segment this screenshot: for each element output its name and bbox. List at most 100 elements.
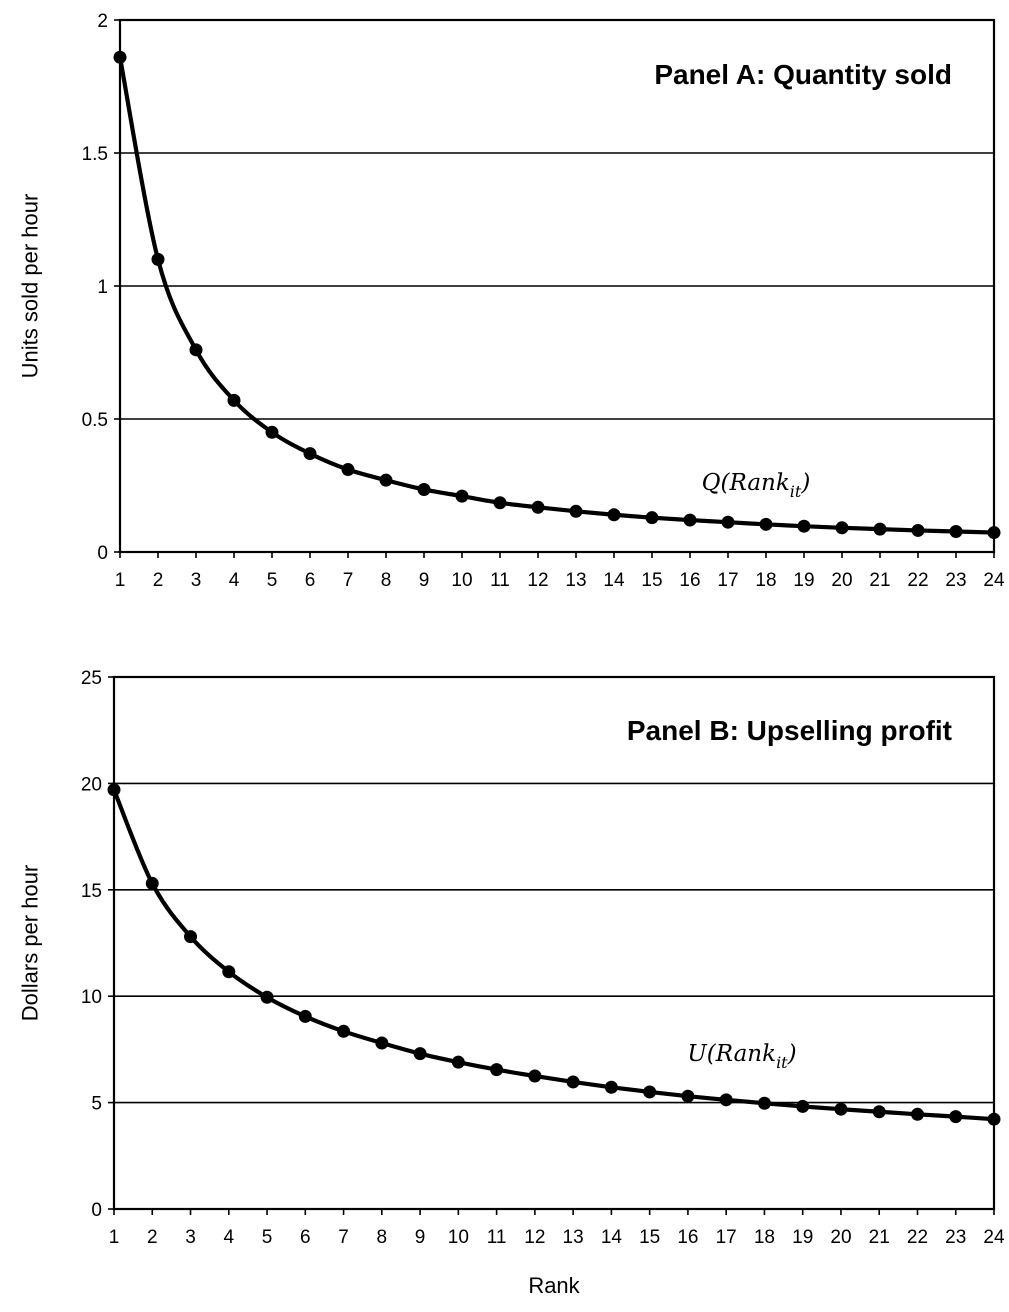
x-tick-label: 16 [677, 1227, 698, 1248]
x-tick-label: 3 [191, 570, 202, 591]
y-tick-label: 5 [91, 1094, 102, 1115]
y-axis-ticks: 0 0.5 1 1.5 2 [82, 11, 120, 564]
x-tick-label: 14 [603, 570, 625, 591]
x-tick-label: 8 [381, 570, 392, 591]
x-tick-label: 20 [830, 1227, 851, 1248]
data-point [645, 511, 659, 525]
x-tick-label: 5 [267, 570, 278, 591]
series-markers [113, 50, 1001, 540]
x-tick-label: 13 [563, 1227, 584, 1248]
data-point [759, 517, 773, 531]
y-axis-label: Units sold per hour [18, 194, 43, 379]
x-tick-label: 12 [527, 570, 548, 591]
y-tick-label: 1.5 [82, 144, 108, 165]
data-point [417, 482, 431, 496]
data-point [493, 496, 507, 510]
data-point [451, 1055, 465, 1069]
x-tick-label: 22 [907, 570, 928, 591]
x-tick-label: 17 [716, 1227, 737, 1248]
data-point [455, 489, 469, 503]
x-tick-label: 18 [755, 570, 776, 591]
x-tick-label: 23 [945, 570, 966, 591]
y-tick-label: 25 [81, 668, 102, 689]
y-tick-label: 2 [97, 11, 108, 32]
x-tick-label: 1 [109, 1227, 120, 1248]
data-point [949, 1110, 963, 1124]
data-point [607, 508, 621, 522]
x-tick-label: 4 [223, 1227, 234, 1248]
data-point [107, 783, 121, 797]
x-tick-label: 3 [185, 1227, 196, 1248]
x-tick-label: 6 [305, 570, 316, 591]
data-point [375, 1036, 389, 1050]
data-point [298, 1009, 312, 1023]
x-tick-label: 6 [300, 1227, 311, 1248]
x-tick-label: 16 [679, 570, 700, 591]
x-tick-label: 20 [831, 570, 852, 591]
y-tick-label: 0 [91, 1200, 102, 1221]
y-axis-ticks: 0 5 10 15 20 25 [81, 668, 114, 1221]
y-tick-label: 1 [97, 277, 108, 298]
x-tick-label: 19 [792, 1227, 813, 1248]
data-point [566, 1075, 580, 1089]
x-tick-label: 24 [983, 570, 1005, 591]
data-point [796, 1099, 810, 1113]
x-tick-label: 7 [343, 570, 354, 591]
x-tick-label: 22 [907, 1227, 928, 1248]
data-point [337, 1024, 351, 1038]
x-tick-label: 19 [793, 570, 814, 591]
x-tick-label: 1 [115, 570, 126, 591]
x-axis-ticks: 1 2 3 4 5 6 7 8 9 10 11 12 13 14 15 16 17 18 19 20 21 22 23 24 [109, 1209, 1005, 1248]
x-tick-label: 23 [945, 1227, 966, 1248]
x-axis-ticks: 1 2 3 4 5 6 7 8 9 10 11 12 13 14 15 16 17 18 19 20 21 22 23 24 [115, 552, 1005, 591]
y-axis-label: Dollars per hour [18, 865, 43, 1022]
x-tick-label: 7 [338, 1227, 349, 1248]
data-point [531, 500, 545, 514]
panel-a-chart: 00.511.521 2 3 4 5 6 7 8 9 10 11 12 13 14 15 16 17 18 19 20… [18, 11, 1005, 591]
data-point [303, 447, 317, 461]
x-tick-label: 2 [153, 570, 164, 591]
x-tick-label: 15 [641, 570, 662, 591]
x-tick-label: 11 [490, 570, 510, 591]
data-point [949, 525, 963, 539]
data-point [719, 1093, 733, 1107]
x-tick-label: 12 [524, 1227, 545, 1248]
plot-frame [112, 675, 996, 1211]
x-tick-label: 11 [487, 1227, 507, 1248]
data-point [413, 1047, 427, 1061]
x-tick-label: 21 [869, 570, 890, 591]
y-tick-label: 0.5 [82, 410, 108, 431]
x-axis-label: Rank [528, 1273, 580, 1298]
x-tick-label: 9 [415, 1227, 426, 1248]
x-tick-label: 13 [565, 570, 586, 591]
series-line [111, 787, 997, 1122]
x-tick-label: 8 [377, 1227, 388, 1248]
data-point [528, 1069, 542, 1083]
x-tick-label: 14 [601, 1227, 623, 1248]
data-point [341, 463, 355, 477]
data-point [145, 876, 159, 890]
y-tick-label: 0 [97, 543, 108, 564]
x-tick-label: 17 [717, 570, 738, 591]
x-tick-label: 24 [983, 1227, 1005, 1248]
y-tick-label: 10 [81, 987, 102, 1008]
y-tick-label: 15 [81, 881, 102, 902]
data-point [151, 252, 165, 266]
data-point [911, 523, 925, 537]
series-line [117, 55, 997, 535]
series-markers [107, 783, 1001, 1126]
data-point [681, 1089, 695, 1103]
data-point [873, 522, 887, 536]
data-point [490, 1063, 504, 1077]
x-tick-label: 10 [451, 570, 472, 591]
x-tick-label: 21 [869, 1227, 890, 1248]
data-point [910, 1107, 924, 1121]
data-point [569, 504, 583, 518]
data-point [872, 1105, 886, 1119]
data-point [379, 473, 393, 487]
x-tick-label: 18 [754, 1227, 775, 1248]
x-tick-label: 9 [419, 570, 430, 591]
y-tick-label: 20 [81, 774, 102, 795]
data-point [797, 519, 811, 533]
